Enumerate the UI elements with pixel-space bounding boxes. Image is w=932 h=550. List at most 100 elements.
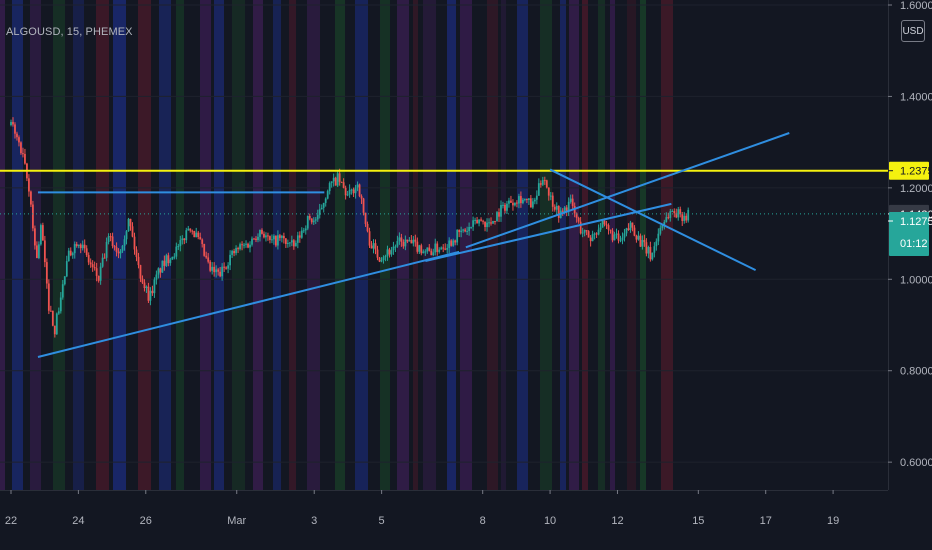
candle-body <box>512 202 514 206</box>
candle-body <box>257 236 259 240</box>
candle-body <box>472 220 474 227</box>
candle-body <box>384 256 387 258</box>
candle-body <box>531 201 534 208</box>
candle-body <box>34 228 36 246</box>
candle-body <box>294 242 297 247</box>
candle-body <box>547 187 550 196</box>
candle-body <box>651 252 654 260</box>
candle-body <box>95 268 98 276</box>
session-band <box>12 0 23 490</box>
candle-body <box>601 220 604 228</box>
candle-body <box>57 311 60 314</box>
candle-body <box>575 213 578 218</box>
candle-body <box>213 266 216 273</box>
candle-body <box>348 189 351 195</box>
candle-body <box>265 235 267 238</box>
candle-body <box>322 202 325 208</box>
candle-body <box>77 244 80 246</box>
candle-body <box>243 244 245 246</box>
candle-body <box>663 221 666 226</box>
candle-body <box>197 232 200 238</box>
candle-body <box>300 230 303 238</box>
candle-body <box>605 224 608 226</box>
candle-body <box>308 215 311 219</box>
candle-body <box>543 180 546 182</box>
candle-body <box>607 225 610 230</box>
candle-body <box>420 245 423 254</box>
candle-body <box>16 133 18 138</box>
candle-body <box>24 153 26 164</box>
candle-body <box>271 239 273 241</box>
candle-body <box>185 230 188 241</box>
candle-body <box>149 290 152 301</box>
candle-body <box>474 219 476 221</box>
candle-body <box>41 225 44 241</box>
candle-body <box>414 239 417 242</box>
session-band <box>560 0 566 490</box>
candle-body <box>356 184 359 188</box>
time-tick-label: 26 <box>140 515 152 527</box>
candle-body <box>177 246 180 248</box>
candle-body <box>581 232 584 234</box>
drawn-lines[interactable] <box>0 132 888 358</box>
currency-unit-button[interactable]: USD <box>901 20 925 42</box>
candle-body <box>673 211 676 214</box>
time-tick-label: 12 <box>611 515 623 527</box>
candle-body <box>591 234 594 242</box>
candle-body <box>199 237 202 240</box>
candle-body <box>535 195 538 200</box>
candle-body <box>286 242 289 244</box>
candle-body <box>667 217 670 219</box>
candle-body <box>263 233 265 238</box>
candle-body <box>107 236 110 242</box>
candle-body <box>97 275 100 281</box>
candle-body <box>193 231 196 238</box>
candle-body <box>318 209 321 215</box>
candle-body <box>448 240 451 249</box>
session-band <box>138 0 151 490</box>
candle-body <box>488 222 490 224</box>
candle-body <box>637 235 640 240</box>
candle-body <box>35 245 38 259</box>
candle-body <box>685 215 688 221</box>
candle-body <box>302 230 305 232</box>
candle-body <box>418 245 421 252</box>
candle-body <box>143 282 146 289</box>
candle-body <box>121 245 124 251</box>
candle-body <box>175 246 178 257</box>
candle-body <box>569 198 572 202</box>
candle-body <box>203 243 206 256</box>
candle-body <box>679 209 682 215</box>
candle-body <box>191 230 194 232</box>
session-band <box>661 0 673 490</box>
candle-body <box>482 220 484 222</box>
time-tick-label: Mar <box>227 515 246 527</box>
candle-body <box>533 199 536 202</box>
candle-body <box>249 244 251 248</box>
candle-body <box>478 219 480 224</box>
candle-body <box>496 212 498 222</box>
candle-body <box>611 230 614 241</box>
candle-body <box>641 240 644 247</box>
session-band <box>307 0 320 490</box>
candle-body <box>452 240 455 246</box>
candle-body <box>259 229 261 237</box>
time-tick-label: 3 <box>311 515 317 527</box>
candle-body <box>67 250 70 262</box>
candle-body <box>595 233 598 235</box>
trendline <box>549 168 757 272</box>
symbol-title: ALGOUSD, 15, PHEMEX <box>6 26 133 38</box>
price-axis-background <box>888 0 932 550</box>
candle-body <box>396 240 399 247</box>
price-tick-label: 1.0000 <box>900 274 932 286</box>
candle-body <box>615 233 618 235</box>
candle-body <box>109 236 112 238</box>
candle-body <box>476 219 478 224</box>
candle-body <box>514 202 516 206</box>
candle-body <box>235 248 237 254</box>
candle-body <box>103 257 106 259</box>
candle-body <box>555 205 558 210</box>
candle-body <box>639 235 642 247</box>
